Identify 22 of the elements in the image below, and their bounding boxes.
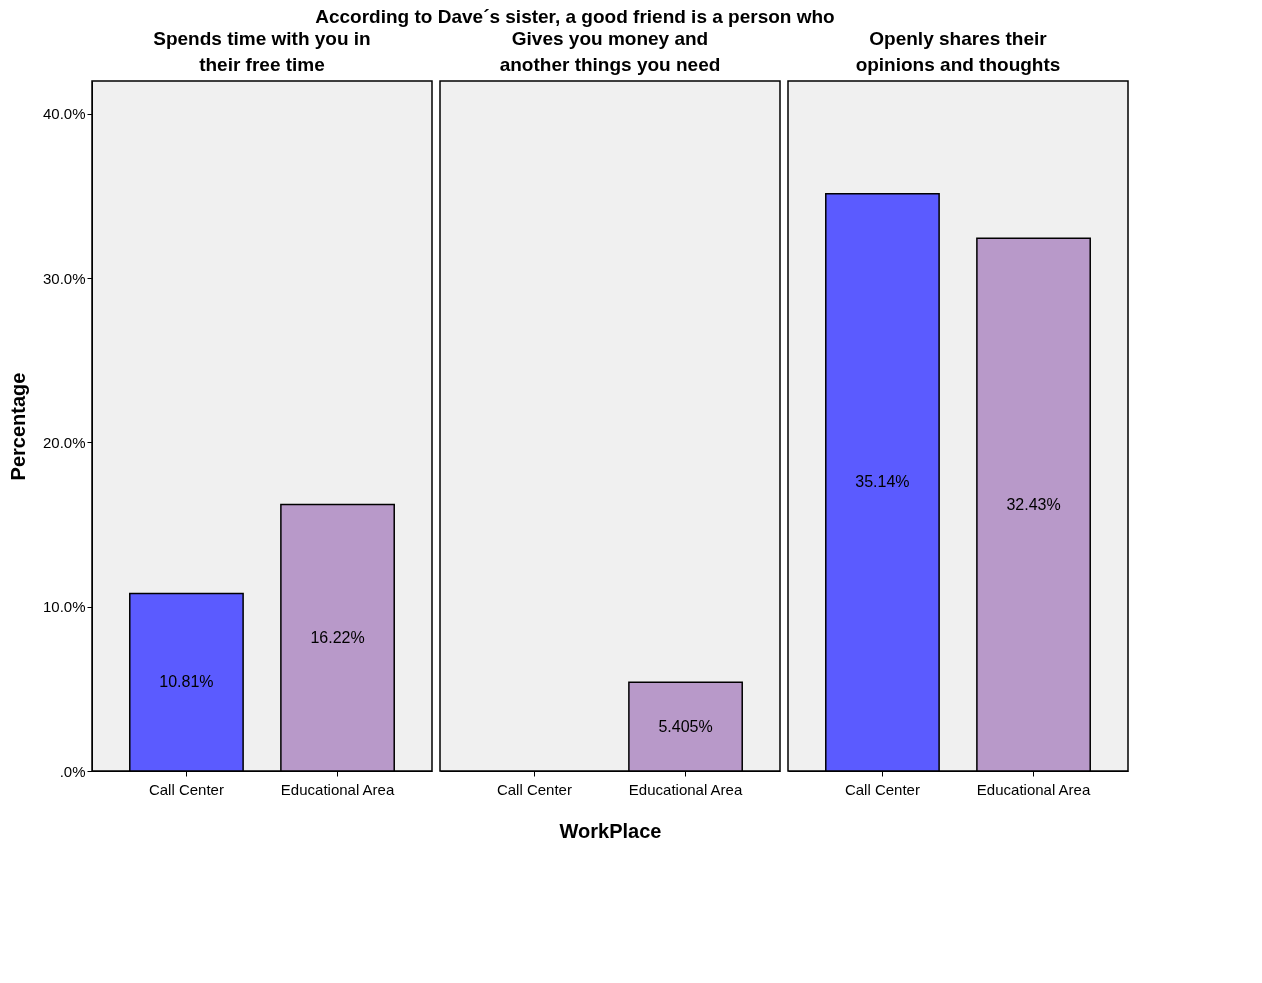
chart-title: Gives you money and another things you need: [499, 28, 721, 75]
x-tick-label: Educational Area: [280, 780, 395, 798]
chart-title: Spends time with you in their free time: [153, 28, 371, 75]
x-tick-label: Call Center: [148, 780, 224, 798]
x-axis-title: WorkPlace: [559, 819, 662, 842]
data-label: 16.22%: [310, 628, 365, 646]
y-tick-label: 10.0%: [42, 598, 86, 616]
y-axis-title: Percentage: [6, 372, 29, 481]
data-label: 5.405%: [658, 717, 713, 735]
x-tick-label: Call Center: [496, 780, 572, 798]
y-tick-label: 20.0%: [42, 433, 86, 451]
data-label: 32.43%: [1006, 495, 1061, 513]
y-tick-label: 40.0%: [42, 105, 86, 123]
data-label: 10.81%: [159, 673, 214, 691]
x-tick-label: Educational Area: [628, 780, 743, 798]
y-tick-label: 30.0%: [42, 269, 86, 287]
x-tick-label: Call Center: [844, 780, 920, 798]
chart-title: Openly shares their opinions and thoughts: [855, 28, 1061, 75]
x-tick-label: Educational Area: [976, 780, 1091, 798]
y-tick-label: .0%: [59, 762, 86, 780]
data-label: 35.14%: [855, 473, 910, 491]
text: According to Dave´s sister, a good friend is a person who: [314, 5, 836, 28]
